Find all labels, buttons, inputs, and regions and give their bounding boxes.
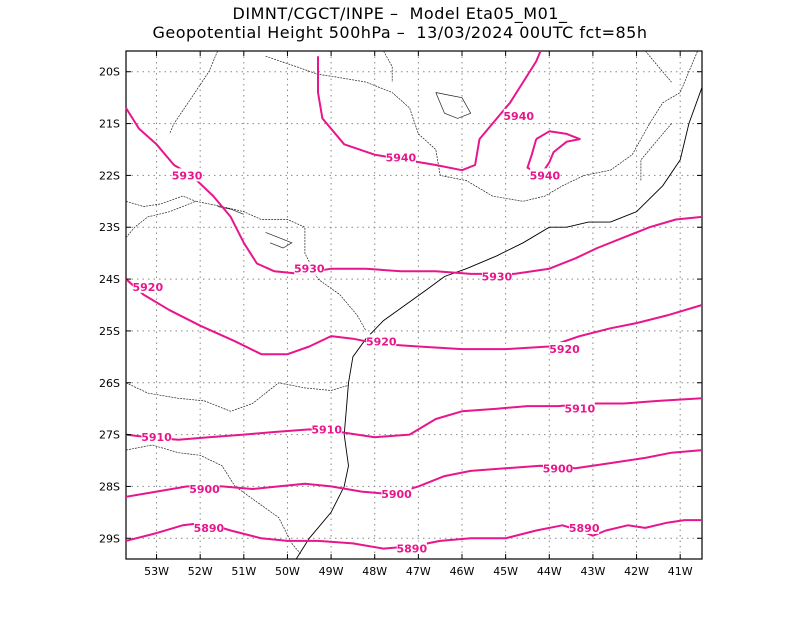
lat-tick-label: 20S xyxy=(99,66,120,79)
contour-label: 5890 xyxy=(397,543,428,556)
state-border xyxy=(169,50,218,135)
lat-tick-label: 24S xyxy=(99,273,120,286)
lon-tick-label: 43W xyxy=(580,565,605,578)
lon-tick-label: 42W xyxy=(624,565,649,578)
contour-5890 xyxy=(125,519,702,550)
title-line-2: Geopotential Height 500hPa – 13/03/2024 … xyxy=(152,23,648,42)
lon-tick-label: 48W xyxy=(362,565,387,578)
contour-label: 5930 xyxy=(294,263,325,276)
contour-label: 5920 xyxy=(549,343,580,356)
contour-label: 5890 xyxy=(194,522,225,535)
contour-5910 xyxy=(125,397,703,441)
lat-tick-label: 26S xyxy=(99,377,120,390)
contour-label-bg xyxy=(141,430,172,444)
contour-label-bg xyxy=(569,520,600,534)
contour-label: 5910 xyxy=(311,423,342,436)
contour-5920 xyxy=(125,278,703,356)
contour-label-bg xyxy=(396,541,427,555)
contour-labels: 5940 5940 5940 5930 5930 5930 5920 5920 5920 5910… xyxy=(132,108,600,556)
coastline xyxy=(295,87,703,560)
contour-label: 5900 xyxy=(543,462,574,475)
lon-tick-label: 41W xyxy=(668,565,693,578)
lat-tick-label: 21S xyxy=(99,118,120,131)
lat-tick-label: 22S xyxy=(99,169,120,182)
contour-label-bg xyxy=(193,520,224,534)
grid-lines xyxy=(126,51,702,559)
contour-label: 5930 xyxy=(482,270,513,283)
state-border xyxy=(640,123,672,181)
contour-label-bg xyxy=(564,401,595,415)
contour-label: 5940 xyxy=(386,151,417,164)
contour-label: 5940 xyxy=(530,169,561,182)
contour-label: 5940 xyxy=(503,110,534,123)
lon-tick-label: 44W xyxy=(537,565,562,578)
contour-5940b xyxy=(526,130,581,177)
contour-label-bg xyxy=(503,108,534,122)
lat-tick-label: 29S xyxy=(99,532,120,545)
contour-label-bg xyxy=(189,482,220,496)
contour-label: 5890 xyxy=(569,522,600,535)
contour-label: 5900 xyxy=(189,483,220,496)
state-border xyxy=(125,195,196,207)
map-title: DIMNT/CGCT/INPE – Model Eta05_M01_ Geopo… xyxy=(0,4,800,42)
lake-outline xyxy=(217,206,244,215)
contour-label-bg xyxy=(381,487,412,501)
contour-label: 5910 xyxy=(565,403,596,416)
lon-tick-label: 52W xyxy=(188,565,213,578)
lat-tick-label: 27S xyxy=(99,429,120,442)
state-border xyxy=(125,444,301,555)
lon-tick-label: 50W xyxy=(275,565,300,578)
state-border xyxy=(125,382,349,412)
contour-label: 5910 xyxy=(141,431,172,444)
state-border xyxy=(265,50,698,202)
lake-outline xyxy=(435,92,472,119)
height-contours xyxy=(125,50,703,550)
contour-label-bg xyxy=(549,342,580,356)
lat-tick-label: 23S xyxy=(99,221,120,234)
contour-label: 5920 xyxy=(133,281,164,294)
axis-ticks: 53W 52W 51W 50W 49W 48W 47W 46W 45W 44W 43W 42W 41W 2… xyxy=(99,51,702,578)
contour-label-bg xyxy=(543,461,573,475)
contour-5940 xyxy=(317,50,542,172)
lon-tick-label: 45W xyxy=(493,565,518,578)
state-border xyxy=(645,50,672,83)
contour-label-bg xyxy=(172,168,203,182)
coastline-path xyxy=(295,87,703,560)
lake-outline xyxy=(265,232,293,249)
lon-tick-label: 51W xyxy=(231,565,256,578)
state-border xyxy=(125,200,367,332)
lat-tick-label: 25S xyxy=(99,325,120,338)
contour-5930 xyxy=(125,107,703,275)
contour-label-bg xyxy=(294,261,325,275)
title-line-1: DIMNT/CGCT/INPE – Model Eta05_M01_ xyxy=(232,4,568,23)
contour-label-bg xyxy=(481,269,512,283)
contour-label-bg xyxy=(385,150,416,164)
contour-label-bg xyxy=(529,168,560,182)
lon-tick-label: 47W xyxy=(406,565,431,578)
lon-tick-label: 53W xyxy=(144,565,169,578)
state-borders xyxy=(125,50,698,555)
contour-label: 5920 xyxy=(366,335,397,348)
contour-label-bg xyxy=(311,422,342,436)
contour-label: 5900 xyxy=(381,488,412,501)
contour-label-bg xyxy=(132,279,163,293)
state-border xyxy=(383,50,393,83)
lon-tick-label: 46W xyxy=(450,565,475,578)
contour-label: 5930 xyxy=(172,169,203,182)
lon-tick-label: 49W xyxy=(319,565,344,578)
contour-label-bg xyxy=(366,334,397,348)
lat-tick-label: 28S xyxy=(99,480,120,493)
